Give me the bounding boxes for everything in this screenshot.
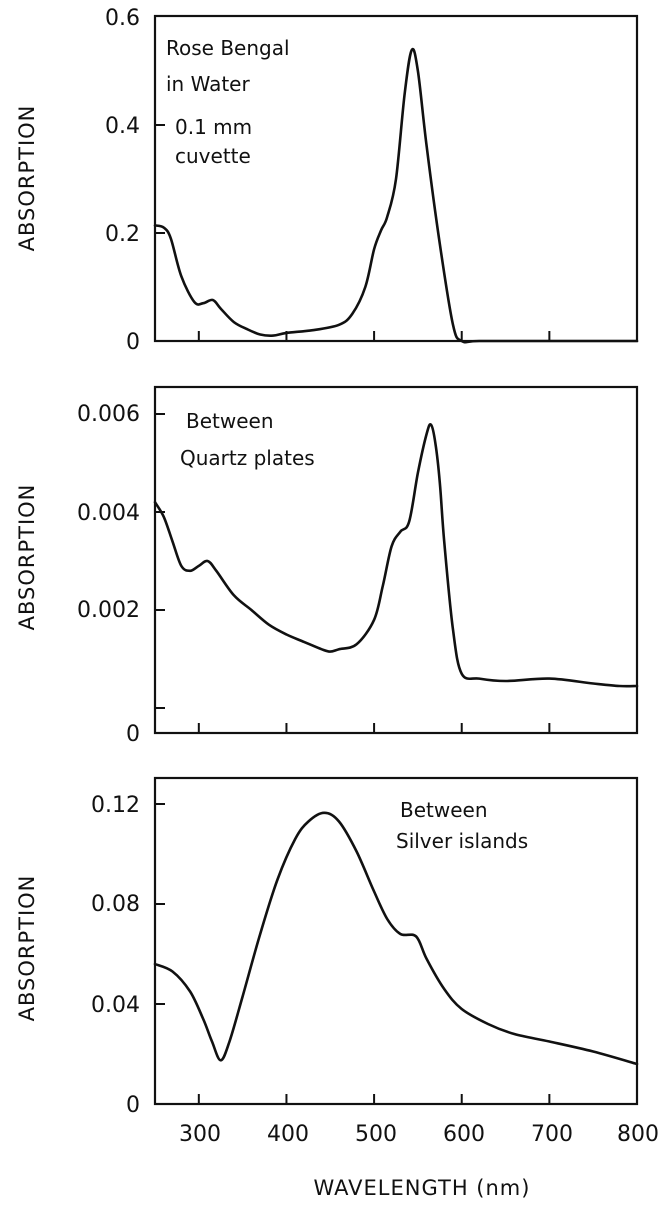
y-tick-label: 0.2 — [105, 222, 140, 247]
x-tick-label: 300 — [179, 1122, 221, 1147]
x-tick-label: 500 — [355, 1122, 397, 1147]
x-axis-title: WAVELENGTH (nm) — [314, 1176, 531, 1200]
y-tick-label: 0 — [126, 722, 140, 747]
y-tick-label: 0.08 — [91, 892, 140, 917]
x-tick-label: 600 — [443, 1122, 485, 1147]
y-ticks — [155, 124, 165, 234]
y-ticks — [155, 413, 165, 709]
plot-frame — [153, 385, 639, 735]
annotation-line: Silver islands — [396, 829, 528, 853]
x-tick-label: 800 — [617, 1122, 659, 1147]
x-tick-label: 400 — [267, 1122, 309, 1147]
annotation-line: Rose Bengal — [166, 36, 290, 60]
x-ticks — [197, 723, 551, 733]
y-tick-label: 0.004 — [77, 501, 140, 526]
y-axis-label: ABSORPTION — [15, 484, 39, 631]
panel-quartz-plates: ABSORPTION 0 0.002 0.004 0.006 Between Q… — [15, 385, 639, 747]
y-tick-label: 0.12 — [91, 793, 140, 818]
annotation-line: Between — [400, 798, 488, 822]
plot-frame — [153, 776, 639, 1106]
y-tick-label: 0 — [126, 330, 140, 355]
spectrum-curve — [153, 811, 639, 1066]
x-tick-label: 700 — [531, 1122, 573, 1147]
y-tick-label: 0 — [126, 1093, 140, 1118]
x-ticks — [197, 1094, 551, 1104]
y-tick-label: 0.6 — [105, 6, 140, 31]
annotation-line: cuvette — [175, 144, 251, 168]
y-tick-label: 0.002 — [77, 598, 140, 623]
y-tick-label: 0.4 — [105, 114, 140, 139]
spectrum-curve — [153, 47, 639, 344]
annotation-line: 0.1 mm — [175, 115, 252, 139]
y-ticks — [155, 803, 165, 1005]
spectrum-curve — [153, 423, 639, 688]
annotation-line: in Water — [166, 72, 250, 96]
y-axis-label: ABSORPTION — [15, 875, 39, 1022]
plot-frame — [153, 14, 639, 343]
y-tick-label: 0.006 — [77, 402, 140, 427]
annotation-line: Quartz plates — [180, 446, 315, 470]
panel-silver-islands: ABSORPTION 0 0.04 0.08 0.12 Between Silv… — [15, 776, 659, 1200]
panel-rose-bengal-water: ABSORPTION 0 0.2 0.4 0.6 Rose Bengal in … — [15, 6, 639, 355]
y-axis-label: ABSORPTION — [15, 105, 39, 252]
y-tick-label: 0.04 — [91, 993, 140, 1018]
annotation-line: Between — [186, 409, 274, 433]
